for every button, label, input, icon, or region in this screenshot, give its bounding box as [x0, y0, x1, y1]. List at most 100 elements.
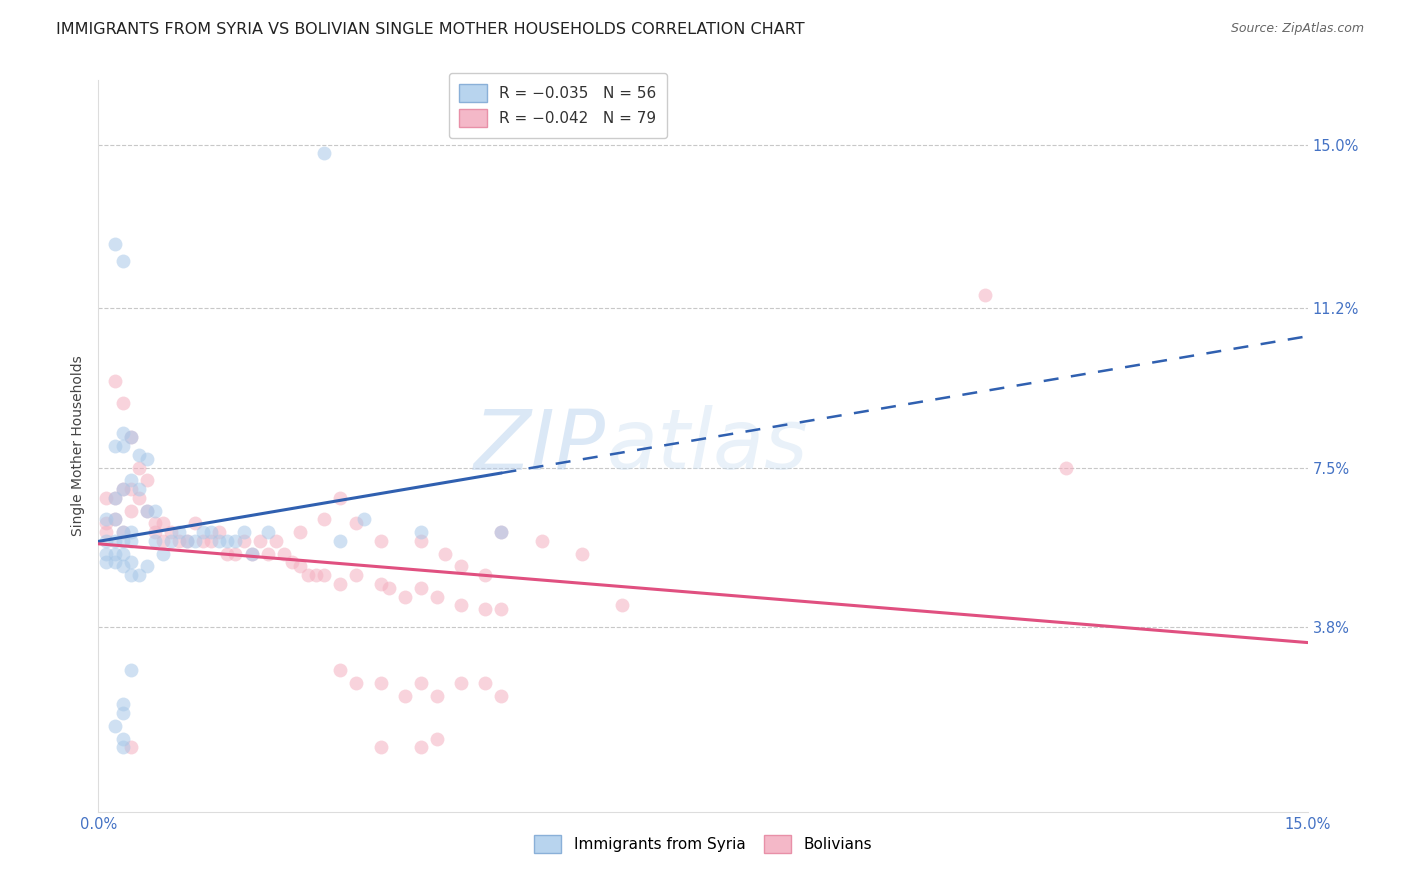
Point [426, 731, 449, 746]
Point [409, 675, 432, 690]
Point [135, 503, 157, 517]
Point [111, 524, 134, 539]
Point [176, 533, 198, 548]
Point [103, 236, 125, 251]
Point [1054, 460, 1077, 475]
Point [193, 524, 215, 539]
Point [394, 689, 416, 703]
Point [184, 533, 207, 548]
Point [135, 559, 157, 574]
Point [103, 555, 125, 569]
Point [96, 524, 118, 539]
Point [143, 524, 166, 539]
Point [377, 581, 399, 595]
Point [571, 547, 593, 561]
Point [329, 533, 352, 548]
Point [143, 503, 166, 517]
Point [176, 533, 198, 548]
Point [394, 590, 416, 604]
Point [329, 576, 352, 591]
Point [208, 524, 231, 539]
Point [314, 568, 336, 582]
Point [143, 533, 166, 548]
Point [297, 568, 319, 582]
Point [167, 524, 190, 539]
Point [103, 533, 125, 548]
Point [111, 439, 134, 453]
Point [314, 146, 336, 161]
Point [135, 474, 157, 488]
Point [409, 524, 432, 539]
Point [128, 568, 150, 582]
Point [329, 491, 352, 505]
Point [103, 439, 125, 453]
Point [111, 482, 134, 496]
Point [152, 547, 174, 561]
Point [450, 598, 472, 612]
Point [120, 482, 142, 496]
Text: Source: ZipAtlas.com: Source: ZipAtlas.com [1230, 22, 1364, 36]
Point [111, 547, 134, 561]
Point [232, 533, 254, 548]
Point [111, 533, 134, 548]
Point [128, 482, 150, 496]
Point [128, 491, 150, 505]
Point [974, 288, 997, 302]
Legend: Immigrants from Syria, Bolivians: Immigrants from Syria, Bolivians [527, 829, 879, 859]
Point [111, 524, 134, 539]
Point [426, 590, 449, 604]
Point [111, 396, 134, 410]
Point [135, 503, 157, 517]
Point [128, 448, 150, 462]
Point [111, 706, 134, 720]
Point [344, 516, 367, 531]
Point [329, 663, 352, 677]
Point [96, 547, 118, 561]
Point [200, 524, 222, 539]
Point [120, 740, 142, 755]
Point [474, 602, 496, 616]
Point [111, 697, 134, 711]
Point [491, 602, 513, 616]
Point [344, 675, 367, 690]
Point [474, 675, 496, 690]
Point [370, 533, 392, 548]
Point [96, 491, 118, 505]
Point [152, 533, 174, 548]
Y-axis label: Single Mother Households: Single Mother Households [72, 356, 86, 536]
Point [249, 533, 271, 548]
Point [200, 533, 222, 548]
Point [111, 482, 134, 496]
Point [111, 731, 134, 746]
Point [409, 581, 432, 595]
Point [111, 254, 134, 268]
Point [344, 568, 367, 582]
Point [409, 740, 432, 755]
Point [111, 559, 134, 574]
Point [103, 512, 125, 526]
Point [193, 533, 215, 548]
Point [232, 524, 254, 539]
Point [120, 430, 142, 444]
Point [111, 426, 134, 441]
Point [184, 516, 207, 531]
Point [256, 547, 278, 561]
Point [288, 524, 311, 539]
Point [353, 512, 375, 526]
Point [111, 740, 134, 755]
Point [120, 430, 142, 444]
Point [273, 547, 295, 561]
Point [612, 598, 634, 612]
Point [103, 491, 125, 505]
Point [217, 533, 239, 548]
Point [240, 547, 263, 561]
Point [426, 689, 449, 703]
Point [305, 568, 328, 582]
Point [143, 516, 166, 531]
Point [208, 533, 231, 548]
Point [120, 663, 142, 677]
Point [103, 512, 125, 526]
Point [370, 576, 392, 591]
Point [450, 559, 472, 574]
Point [491, 689, 513, 703]
